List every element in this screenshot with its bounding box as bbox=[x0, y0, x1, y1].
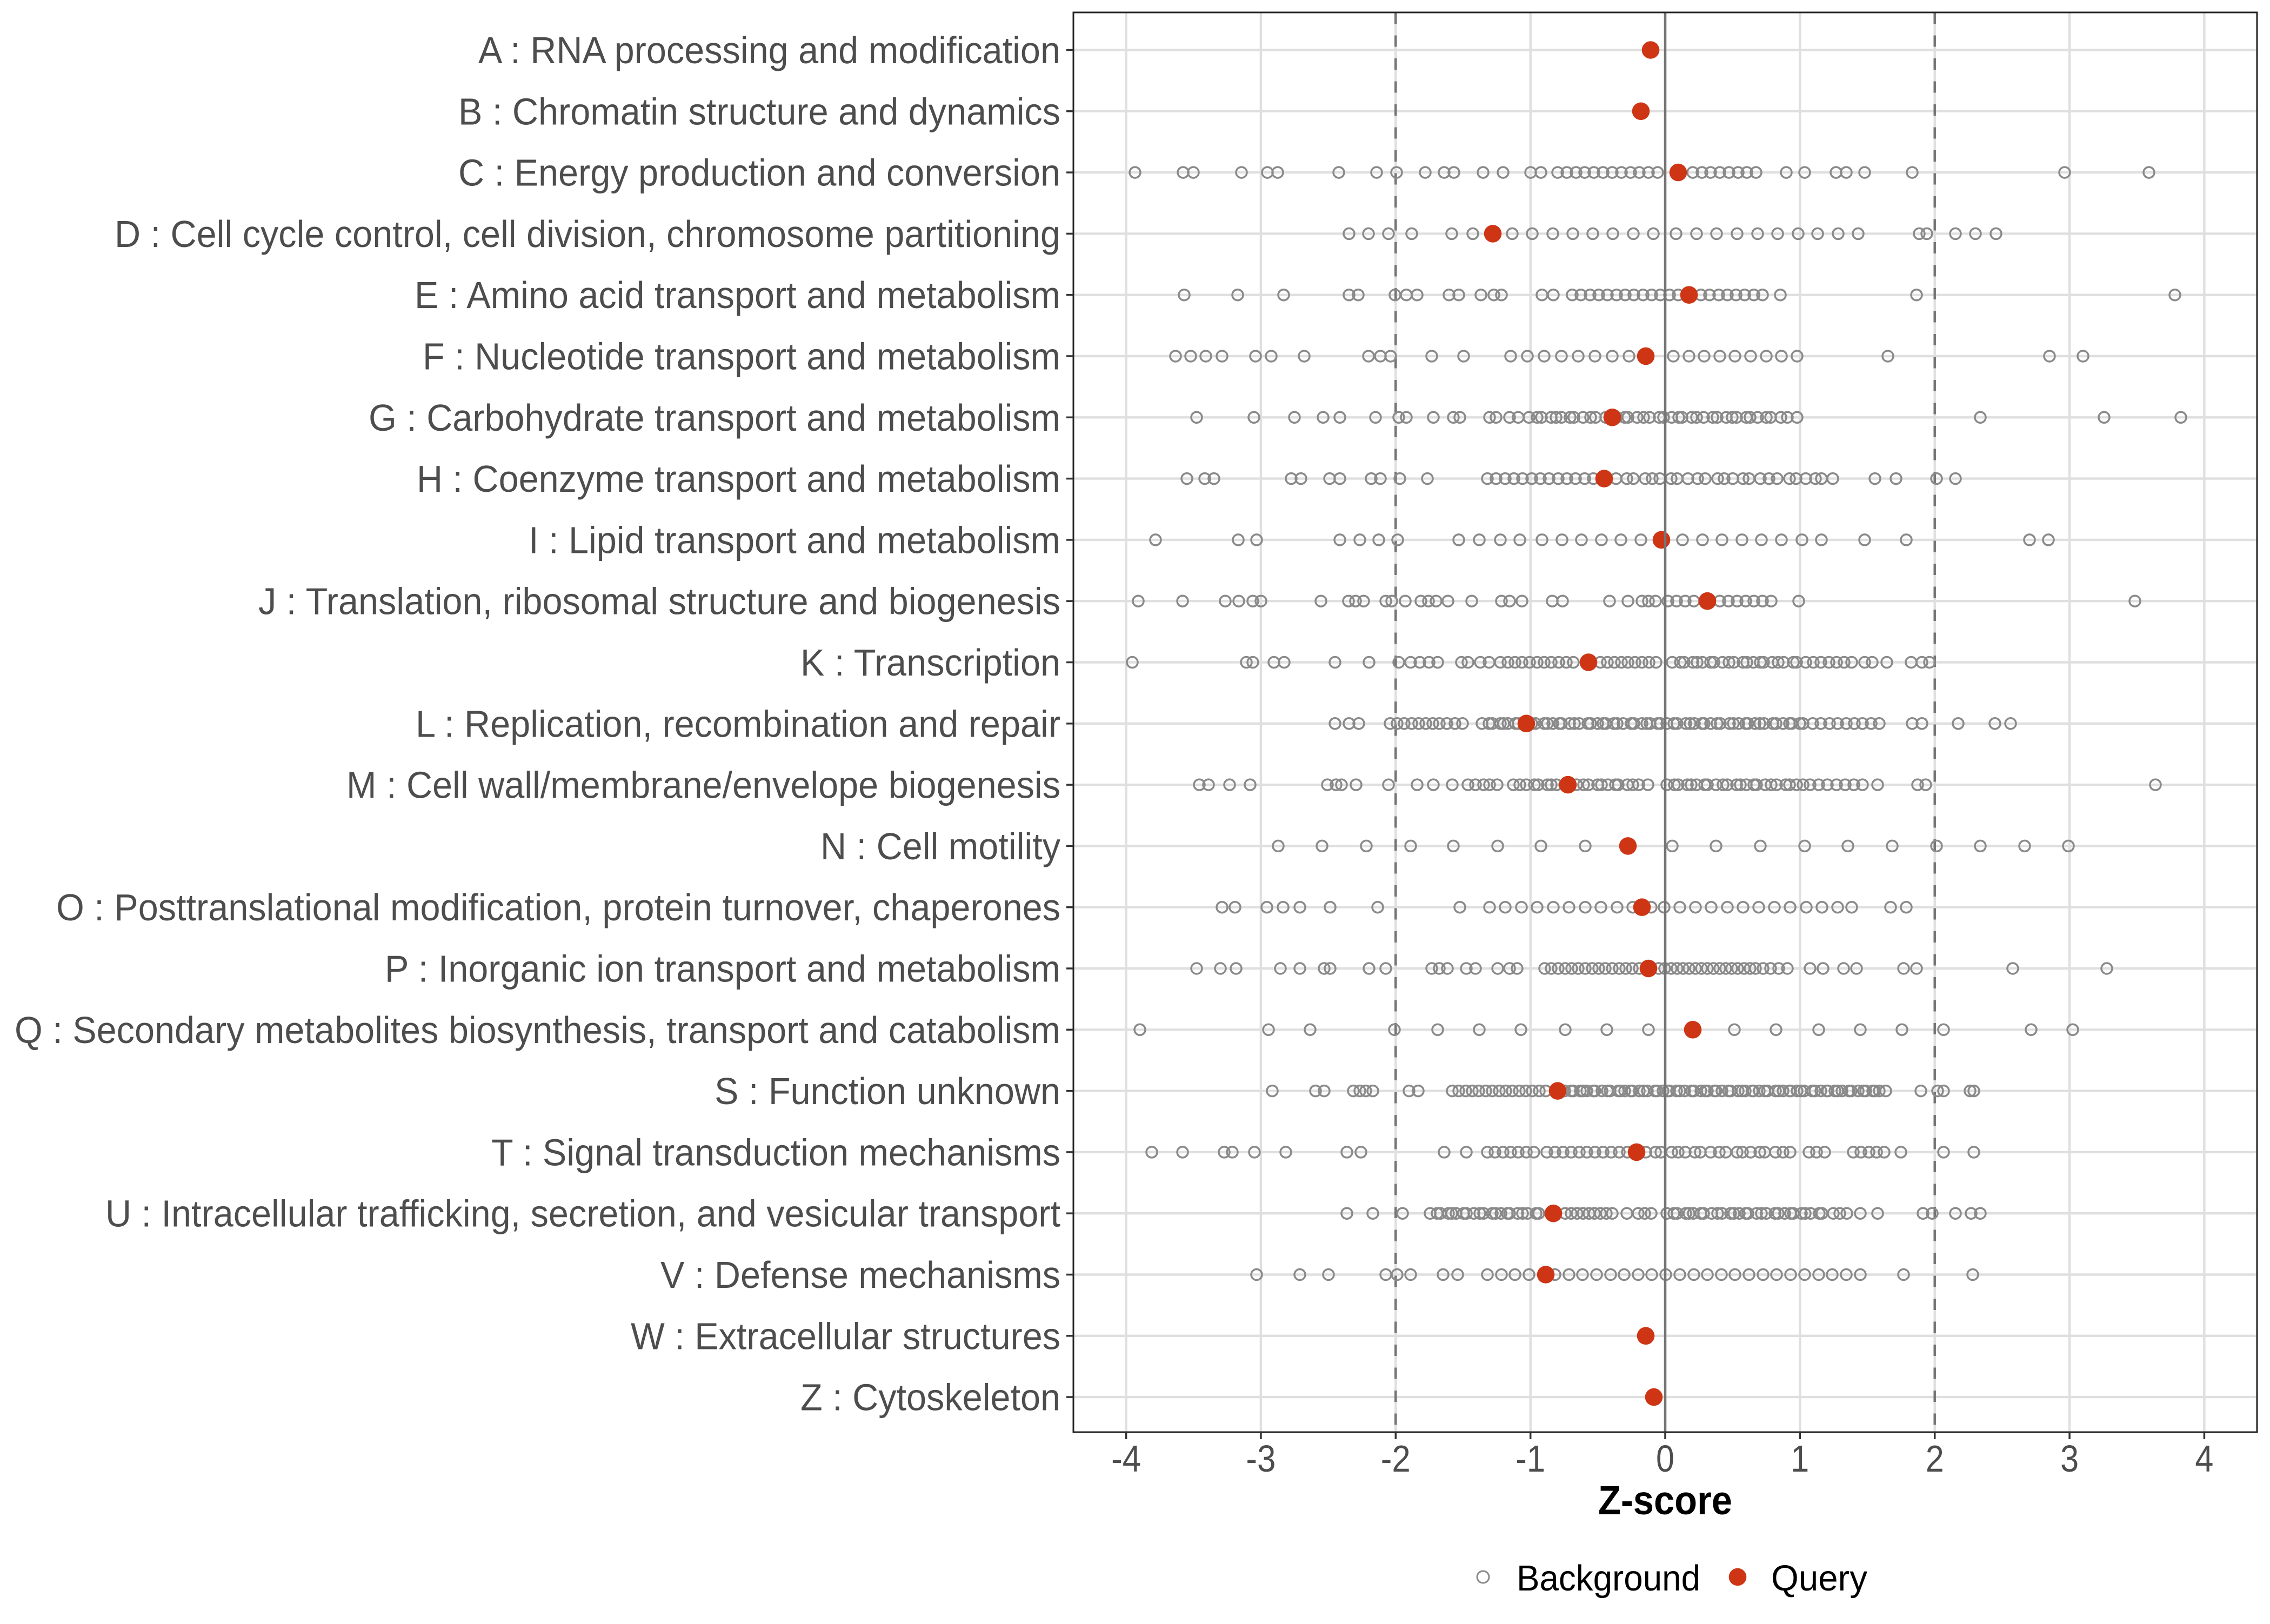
svg-text:-2: -2 bbox=[1381, 1438, 1411, 1480]
svg-text:W : Extracellular structures: W : Extracellular structures bbox=[631, 1315, 1060, 1357]
svg-text:Query: Query bbox=[1771, 1558, 1867, 1599]
svg-text:N : Cell motility: N : Cell motility bbox=[820, 825, 1060, 867]
svg-text:M : Cell wall/membrane/envelop: M : Cell wall/membrane/envelope biogenes… bbox=[346, 764, 1060, 806]
svg-text:4: 4 bbox=[2195, 1438, 2213, 1480]
svg-text:H : Coenzyme transport and met: H : Coenzyme transport and metabolism bbox=[417, 458, 1060, 500]
svg-text:B : Chromatin structure and dy: B : Chromatin structure and dynamics bbox=[458, 90, 1060, 132]
svg-text:-1: -1 bbox=[1515, 1438, 1545, 1480]
svg-text:I : Lipid transport and metabo: I : Lipid transport and metabolism bbox=[529, 519, 1060, 561]
svg-text:-3: -3 bbox=[1246, 1438, 1276, 1480]
svg-text:A : RNA processing and modific: A : RNA processing and modification bbox=[478, 29, 1060, 71]
svg-text:T : Signal transduction mechan: T : Signal transduction mechanisms bbox=[491, 1131, 1060, 1173]
svg-text:E : Amino acid transport and m: E : Amino acid transport and metabolism bbox=[415, 274, 1060, 316]
svg-text:D : Cell cycle control, cell d: D : Cell cycle control, cell division, c… bbox=[115, 213, 1060, 255]
svg-text:L : Replication, recombination: L : Replication, recombination and repai… bbox=[416, 703, 1060, 745]
svg-text:Background: Background bbox=[1517, 1558, 1700, 1599]
svg-text:P : Inorganic ion transport an: P : Inorganic ion transport and metaboli… bbox=[385, 948, 1060, 990]
svg-text:U : Intracellular trafficking,: U : Intracellular trafficking, secretion… bbox=[105, 1193, 1060, 1235]
svg-text:2: 2 bbox=[1926, 1438, 1944, 1480]
svg-text:G : Carbohydrate transport and: G : Carbohydrate transport and metabolis… bbox=[369, 397, 1060, 439]
svg-text:O : Posttranslational modifica: O : Posttranslational modification, prot… bbox=[56, 886, 1060, 928]
svg-text:J : Translation, ribosomal str: J : Translation, ribosomal structure and… bbox=[258, 580, 1060, 623]
svg-text:Q : Secondary metabolites bios: Q : Secondary metabolites biosynthesis, … bbox=[15, 1009, 1060, 1051]
svg-text:Z-score: Z-score bbox=[1598, 1478, 1732, 1523]
svg-text:0: 0 bbox=[1656, 1438, 1674, 1480]
svg-text:F : Nucleotide transport and m: F : Nucleotide transport and metabolism bbox=[423, 336, 1060, 378]
svg-text:-4: -4 bbox=[1111, 1438, 1141, 1480]
svg-text:3: 3 bbox=[2060, 1438, 2079, 1480]
svg-text:S : Function unknown: S : Function unknown bbox=[715, 1070, 1060, 1112]
svg-text:Z : Cytoskeleton: Z : Cytoskeleton bbox=[800, 1376, 1060, 1419]
svg-text:V : Defense mechanisms: V : Defense mechanisms bbox=[660, 1254, 1060, 1296]
svg-text:1: 1 bbox=[1791, 1438, 1809, 1480]
svg-text:K : Transcription: K : Transcription bbox=[800, 641, 1060, 684]
svg-text:C : Energy production and conv: C : Energy production and conversion bbox=[458, 152, 1060, 194]
